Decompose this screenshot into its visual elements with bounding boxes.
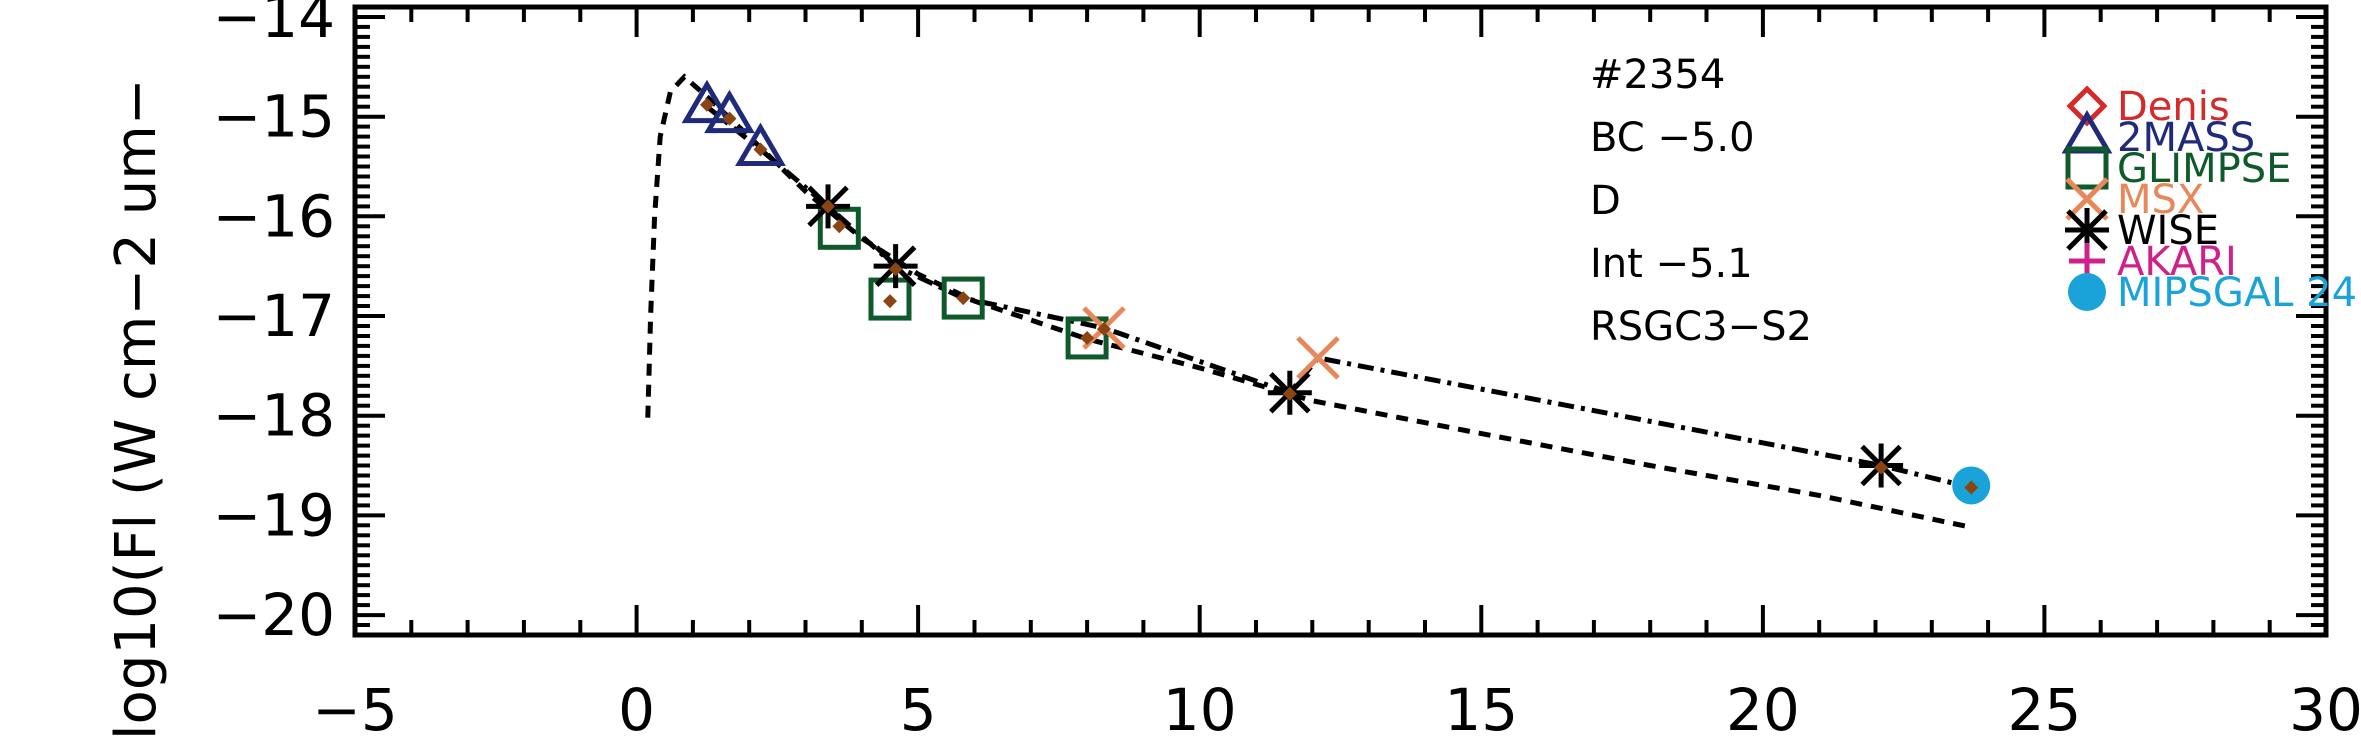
model-fit-point: [956, 291, 971, 306]
2mass-point: [681, 79, 733, 124]
legend-marker-denis: [2066, 85, 2108, 127]
annotations: #2354 BC −5.0 D Int −5.1 RSGC3−S2: [1590, 52, 1812, 350]
plot-frame: [352, 4, 2329, 638]
2mass-point: [735, 122, 786, 167]
legend-label-2mass: 2MASS: [2117, 115, 2255, 161]
model-fit-point: [1282, 386, 1297, 401]
annotation-text: RSGC3−S2: [1590, 304, 1812, 350]
model-fit-point: [1964, 480, 1979, 495]
x-tick-label: 0: [618, 676, 655, 744]
2mass-point: [704, 89, 755, 134]
legend-label-msx: MSX: [2117, 177, 2204, 223]
axis-ticks: [353, 5, 2328, 635]
model-fit-point: [699, 97, 714, 112]
model-fit-point: [832, 219, 847, 234]
annotation-text: Int −5.1: [1590, 241, 1753, 287]
legend-marker-msx: [2065, 177, 2109, 221]
model-fit-point: [722, 111, 737, 126]
glimpse-point: [817, 206, 861, 250]
x-tick-labels: −5 0 5 10 15 20 25 30: [312, 676, 2361, 744]
y-tick-label: −15: [213, 83, 335, 151]
x-tick-label: 5: [900, 676, 937, 744]
legend-label-wise: WISE: [2117, 208, 2219, 254]
data-points: [681, 79, 1991, 505]
glimpse-point: [1065, 316, 1109, 360]
y-tick-label: −16: [213, 182, 335, 250]
glimpse-point: [868, 277, 912, 321]
plot-area-border: [352, 4, 2329, 638]
model-line-dashdot: [705, 104, 1972, 490]
x-tick-label: 15: [1444, 676, 1518, 744]
x-tick-label: 20: [1726, 676, 1800, 744]
x-tick-label: 10: [1163, 676, 1237, 744]
model-lines: [645, 73, 1972, 530]
y-tick-label: −20: [213, 581, 335, 649]
annotation-text: #2354: [1590, 52, 1725, 98]
model-fit-point: [753, 142, 768, 157]
legend-marker-glimpse: [2065, 146, 2109, 190]
legend-marker-wise: [2065, 208, 2109, 252]
legend-label-mipsgal-24: MIPSGAL 24: [2117, 270, 2357, 316]
x-tick-label: 25: [2008, 676, 2082, 744]
y-tick-label: −19: [213, 481, 335, 549]
y-tick-label: −17: [213, 282, 335, 350]
legend-label-akari: AKARI: [2117, 239, 2237, 285]
model-fit-point: [882, 294, 897, 309]
model-line-dashed: [645, 73, 1972, 530]
model-fit-point: [1874, 460, 1889, 475]
y-tick-label: −14: [213, 0, 335, 51]
annotation-text: D: [1590, 178, 1621, 224]
annotation-text: BC −5.0: [1590, 115, 1755, 161]
legend-marker-mipsgal-24: [2068, 273, 2106, 311]
glimpse-point: [941, 276, 985, 320]
legend-label-glimpse: GLIMPSE: [2117, 146, 2291, 192]
y-tick-label: −18: [213, 382, 335, 450]
model-fit-point: [1080, 330, 1095, 345]
msx-point: [1296, 336, 1340, 380]
y-tick-labels: −20 −19 −18 −17 −16 −15 −14: [213, 0, 335, 649]
x-tick-label: −5: [312, 676, 398, 744]
model-fit-point: [1096, 321, 1111, 336]
y-axis-label: log10(Fl (W cm−2 um−: [104, 78, 169, 740]
legend-label-denis: Denis: [2117, 84, 2230, 130]
model-fit-point: [821, 199, 836, 214]
model-fit-point: [888, 262, 903, 277]
x-tick-label: 30: [2289, 676, 2361, 744]
